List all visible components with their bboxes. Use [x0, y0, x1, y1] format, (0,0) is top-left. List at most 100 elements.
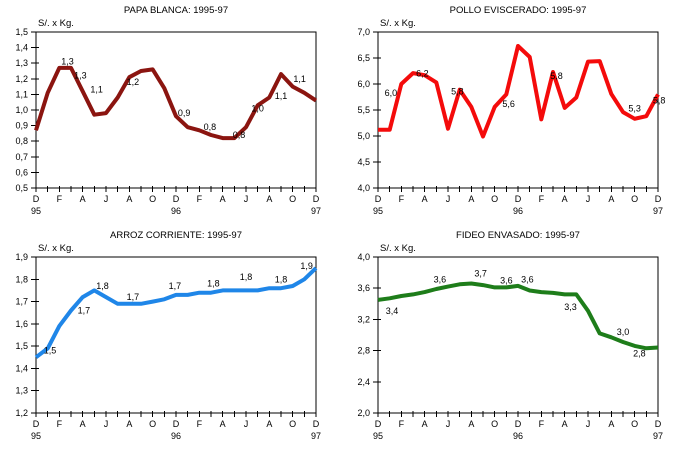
x-tick-label: J [586, 419, 591, 429]
y-tick-label: 1,9 [15, 252, 28, 262]
point-label: 1,7 [127, 292, 140, 302]
point-label: 3,4 [386, 306, 399, 316]
x-tick-label: J [244, 419, 249, 429]
x-tick-label: D [515, 419, 522, 429]
point-label: 0,8 [233, 130, 246, 140]
x-tick-label: F [399, 194, 405, 204]
x-tick-label: D [375, 419, 382, 429]
point-label: 3,0 [617, 327, 630, 337]
chart-pollo-eviscerado: POLLO EVISCERADO: 1995-97 S/. x Kg. 7,0 6,5… [357, 5, 665, 216]
year-label: 95 [373, 206, 383, 216]
point-label: 1,8 [240, 272, 253, 282]
point-label: 5,8 [451, 86, 464, 96]
x-tick-label: A [562, 194, 568, 204]
point-labels: 3,4 3,6 3,7 3,6 3,6 3,3 3,0 2,8 [386, 268, 646, 358]
point-label: 3,6 [434, 275, 447, 285]
x-tick-label: F [539, 194, 545, 204]
y-tick-label: 1,3 [15, 58, 28, 68]
x-tick-label: A [80, 194, 86, 204]
y-tick-label: 7,0 [357, 27, 370, 37]
point-label: 3,3 [564, 302, 577, 312]
chart-fideo-envasado: FIDEO ENVASADO: 1995-97S/. x Kg.4,03,63,… [357, 230, 663, 441]
year-label: 97 [311, 206, 321, 216]
plot-frame [35, 31, 317, 189]
x-tick-label: D [515, 194, 522, 204]
x-tick-label: O [631, 194, 638, 204]
x-tick-label: J [104, 194, 109, 204]
point-label: 1,3 [61, 57, 74, 67]
x-tick-label: F [57, 419, 63, 429]
chart-title: ARROZ CORRIENTE: 1995-97 [110, 230, 242, 241]
x-tick-label: J [446, 419, 451, 429]
x-tick-label: D [313, 419, 320, 429]
y-tick-label: 2,8 [357, 346, 370, 356]
chart-title: PAPA BLANCA: 1995-97 [124, 5, 228, 16]
year-label: 96 [171, 431, 181, 441]
point-label: 1,3 [74, 71, 87, 81]
point-labels: 1,31,31,11,20,90,80,81,01,11,1 [61, 57, 306, 140]
x-tick-label: F [197, 419, 203, 429]
y-tick-label: 2,0 [357, 408, 370, 418]
x-tick-label: D [33, 194, 40, 204]
x-tick-label: A [422, 419, 428, 429]
y-tick-label: 1,5 [15, 341, 28, 351]
x-tick-label: D [655, 194, 662, 204]
x-tick-label: A [468, 419, 474, 429]
y-axis-unit-label: S/. x Kg. [38, 18, 74, 29]
x-tick-label: A [126, 194, 132, 204]
y-tick-label: 5,5 [357, 105, 370, 115]
point-label: 3,6 [500, 275, 513, 285]
y-tick-label: 6,5 [357, 53, 370, 63]
x-tick-label: F [399, 419, 405, 429]
chart-arroz-corriente: ARROZ CORRIENTE: 1995-97 S/. x Kg. 1,9 1,8 1… [15, 230, 321, 441]
x-tick-label: A [220, 419, 226, 429]
x-tick-label: J [586, 194, 591, 204]
x-tick-label: O [149, 419, 156, 429]
y-tick-label: 4,0 [357, 183, 370, 193]
x-axis: D F A J A O D F A J A O D 95 96 97 [31, 411, 321, 441]
y-axis-unit-label: S/. x Kg. [38, 243, 74, 254]
x-tick-label: A [608, 419, 614, 429]
x-tick-label: A [220, 194, 226, 204]
x-tick-label: D [375, 194, 382, 204]
point-labels: 1,5 1,7 1,8 1,7 1,7 1,8 1,8 1,8 1,9 [44, 261, 313, 356]
x-tick-label: A [468, 194, 474, 204]
y-tick-label: 1,4 [15, 363, 28, 373]
point-label: 5,8 [550, 71, 563, 81]
year-label: 96 [171, 206, 181, 216]
y-tick-label: 0,7 [15, 152, 28, 162]
year-label: 96 [513, 431, 523, 441]
chart-papa-blanca: PAPA BLANCA: 1995-97 S/. x Kg.1,51,41,31,… [15, 5, 321, 216]
point-label: 0,9 [178, 108, 191, 118]
point-label: 6,2 [416, 69, 429, 79]
x-tick-label: A [126, 419, 132, 429]
point-label: 1,0 [251, 103, 264, 113]
point-label: 3,6 [521, 275, 534, 285]
price-line [34, 65, 318, 141]
chart-title: FIDEO ENVASADO: 1995-97 [456, 230, 580, 241]
x-tick-label: F [57, 194, 63, 204]
x-tick-label: A [608, 194, 614, 204]
x-tick-label: J [104, 419, 109, 429]
y-axis: 7,0 6,5 6,0 5,5 5,0 4,5 4,0 [357, 27, 381, 193]
chart-title: POLLO EVISCERADO: 1995-97 [450, 5, 587, 16]
x-tick-label: D [173, 419, 180, 429]
y-tick-label: 2,4 [357, 377, 370, 387]
x-axis: D F A J A O D F A J A O D 95 96 97 [31, 186, 321, 216]
price-line [34, 266, 318, 359]
x-tick-label: A [562, 419, 568, 429]
year-label: 95 [373, 431, 383, 441]
y-axis: 1,5 1,4 1,3 1,2 1,1 1,0 0,9 0,8 0,7 0,6 0,5 [15, 27, 39, 193]
x-tick-label: J [244, 194, 249, 204]
y-tick-label: 1,7 [15, 297, 28, 307]
x-tick-label: F [539, 419, 545, 429]
year-label: 97 [653, 431, 663, 441]
plot-frame [377, 31, 659, 189]
y-tick-label: 1,5 [15, 27, 28, 37]
x-axis: D F A J A O D F A J A O D 95 96 97 [373, 186, 663, 216]
year-label: 95 [31, 431, 41, 441]
point-label: 6,0 [385, 88, 398, 98]
point-label: 1,5 [44, 346, 57, 356]
point-label: 1,7 [169, 281, 182, 291]
